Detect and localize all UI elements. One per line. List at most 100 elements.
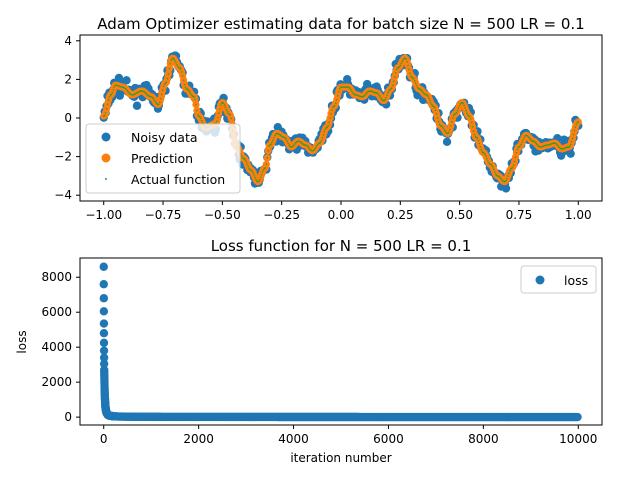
- top-legend-box: [85, 123, 241, 194]
- actual-function-point: [519, 145, 522, 147]
- actual-function-point: [409, 72, 411, 74]
- bottom-legend-box: [520, 265, 597, 294]
- actual-function-point: [377, 93, 380, 96]
- actual-function-point: [470, 121, 473, 124]
- actual-function-point: [485, 155, 487, 158]
- bottom-y-tick-label: 4000: [41, 340, 72, 354]
- actual-function-point: [429, 99, 431, 102]
- actual-function-point: [527, 135, 529, 138]
- actual-function-point: [514, 156, 517, 158]
- actual-function-point: [499, 176, 502, 179]
- actual-function-point: [363, 94, 366, 97]
- actual-function-point: [380, 98, 383, 100]
- loss-point: [99, 280, 108, 289]
- actual-function-point: [307, 146, 309, 148]
- actual-function-point: [189, 92, 192, 94]
- noisy-data-point: [442, 137, 452, 147]
- actual-function-point: [252, 171, 254, 174]
- actual-function-point: [433, 106, 436, 109]
- top-y-tick-label: 4: [64, 34, 72, 48]
- actual-function-point: [486, 157, 488, 160]
- actual-function-point: [162, 85, 165, 88]
- actual-function-point: [395, 68, 398, 71]
- actual-function-point: [387, 92, 389, 94]
- actual-function-point: [379, 96, 382, 99]
- legend-prediction-marker: [101, 153, 111, 163]
- actual-function-point: [412, 78, 415, 80]
- actual-function-point: [168, 67, 171, 70]
- actual-function-point: [158, 103, 160, 105]
- actual-function-point: [331, 109, 333, 111]
- actual-function-point: [180, 71, 183, 73]
- noisy-data-point: [114, 73, 124, 83]
- actual-function-point: [187, 89, 190, 91]
- actual-function-point: [365, 92, 368, 95]
- top-chart-legend: Noisy data Prediction Actual function: [85, 123, 241, 194]
- top-chart-title: Adam Optimizer estimating data for batch…: [97, 15, 584, 33]
- actual-function-point: [195, 103, 197, 106]
- noisy-data-point: [122, 76, 131, 85]
- actual-function-point: [337, 91, 340, 93]
- actual-function-point: [313, 149, 315, 151]
- actual-function-point: [273, 136, 275, 139]
- actual-function-point: [247, 166, 250, 168]
- actual-function-point: [475, 136, 478, 139]
- actual-function-point: [376, 92, 379, 95]
- actual-function-point: [447, 132, 449, 135]
- actual-function-point: [199, 117, 202, 120]
- bottom-chart-marks: [99, 262, 582, 422]
- actual-function-point: [244, 159, 247, 161]
- actual-function-point: [334, 102, 337, 105]
- actual-function-point: [507, 175, 509, 177]
- legend-loss-marker: [535, 275, 545, 285]
- bottom-chart: Loss function for N = 500 LR = 0.1 0 2000…: [15, 237, 603, 465]
- loss-point: [99, 307, 109, 316]
- bottom-chart-legend: loss: [520, 265, 597, 294]
- actual-function-point: [260, 173, 263, 176]
- actual-function-point: [513, 160, 516, 163]
- actual-function-point: [394, 71, 397, 74]
- actual-function-point: [438, 123, 441, 126]
- actual-function-point: [259, 176, 262, 179]
- actual-function-point: [498, 175, 501, 178]
- actual-function-point: [427, 95, 429, 98]
- actual-function-point: [272, 139, 274, 141]
- actual-function-point: [402, 58, 405, 61]
- actual-function-point: [103, 114, 106, 116]
- actual-function-point: [226, 110, 229, 113]
- actual-function-point: [200, 119, 203, 122]
- legend-prediction-label: Prediction: [131, 151, 193, 166]
- actual-function-point: [508, 172, 510, 175]
- bottom-chart-xlabel: iteration number: [290, 451, 391, 465]
- actual-function-point: [400, 62, 403, 65]
- top-y-tick-label: −4: [54, 188, 72, 202]
- actual-function-point: [251, 170, 253, 172]
- top-x-tick-label: 1.00: [565, 208, 592, 222]
- bottom-y-tick-label: 6000: [41, 305, 72, 319]
- actual-function-point: [457, 107, 460, 110]
- actual-function-point: [464, 107, 466, 109]
- actual-function-point: [176, 63, 178, 66]
- actual-function-point: [111, 92, 114, 94]
- actual-function-point: [420, 89, 423, 91]
- actual-function-point: [106, 103, 109, 106]
- actual-function-point: [253, 174, 255, 176]
- actual-function-point: [230, 117, 232, 120]
- actual-function-point: [399, 64, 402, 66]
- actual-function-point: [173, 58, 175, 61]
- actual-function-point: [571, 137, 574, 140]
- loss-points: [99, 262, 582, 422]
- actual-function-point: [153, 98, 155, 101]
- actual-function-point: [466, 112, 468, 115]
- actual-function-point: [458, 105, 461, 107]
- bottom-x-tick-label: 6000: [373, 432, 404, 446]
- actual-function-point: [462, 102, 465, 105]
- top-x-tick-label: −0.25: [263, 208, 300, 222]
- actual-function-point: [534, 141, 537, 144]
- actual-function-point: [330, 113, 332, 115]
- actual-function-point: [471, 126, 474, 128]
- actual-function-point: [431, 104, 433, 106]
- actual-function-point: [167, 73, 170, 75]
- actual-function-point: [414, 82, 417, 84]
